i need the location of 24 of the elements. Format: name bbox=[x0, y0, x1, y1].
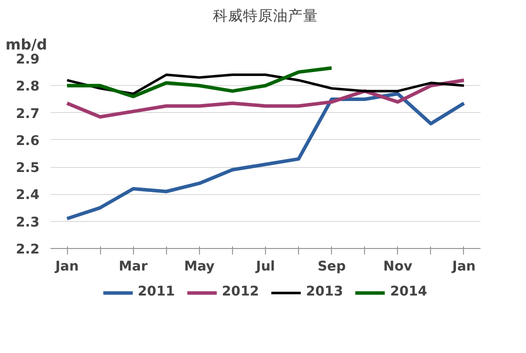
line-series bbox=[65, 78, 466, 119]
y-tick-label: 2.3 bbox=[16, 215, 40, 230]
line-series bbox=[65, 92, 466, 220]
x-tick-label: Sep bbox=[318, 260, 346, 274]
y-tick-label: 2.9 bbox=[16, 52, 40, 68]
legend-label: 2012 bbox=[222, 284, 259, 300]
y-axis-title: mb/d bbox=[6, 36, 48, 54]
line-series bbox=[65, 66, 334, 98]
legend-label: 2011 bbox=[138, 284, 175, 300]
chart-title: 科威特原油产量 bbox=[213, 8, 318, 24]
y-tick-label: 2.8 bbox=[16, 80, 40, 95]
y-tick-label: 2.5 bbox=[16, 161, 40, 176]
x-tick-label: Jan bbox=[54, 260, 79, 274]
x-tick-label: Jan bbox=[451, 260, 476, 274]
y-tick-label: 2.7 bbox=[16, 106, 40, 122]
y-tick-label: 2.2 bbox=[16, 242, 40, 258]
x-tick-label: May bbox=[184, 260, 215, 274]
x-tick-label: Jul bbox=[254, 260, 276, 274]
y-tick-label: 2.4 bbox=[16, 188, 40, 204]
legend-label: 2014 bbox=[390, 284, 428, 300]
legend-label: 2013 bbox=[306, 284, 344, 300]
x-tick-label: Mar bbox=[118, 260, 148, 274]
y-tick-label: 2.6 bbox=[16, 134, 40, 149]
x-tick-label: Nov bbox=[383, 260, 413, 274]
